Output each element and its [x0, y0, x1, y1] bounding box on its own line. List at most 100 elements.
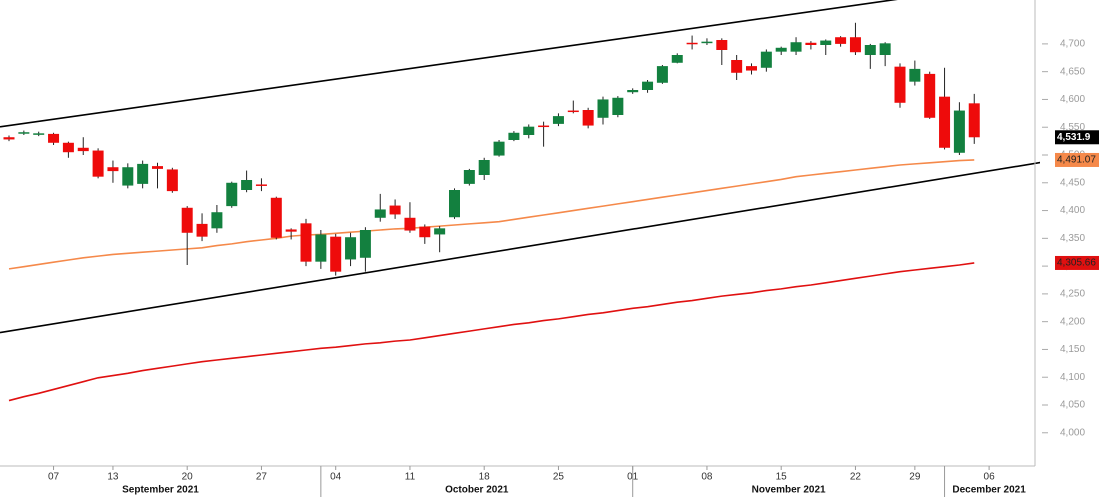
candle-body	[92, 150, 104, 177]
candle-body	[330, 236, 342, 272]
candle-body	[731, 60, 743, 73]
last-price-box	[1055, 130, 1099, 145]
y-tick-label: 4,000	[1060, 427, 1085, 438]
price-label-box	[1055, 152, 1099, 167]
candle-body	[894, 66, 906, 103]
moving-average-line	[8, 159, 975, 270]
x-tick-label: 22	[850, 472, 862, 483]
x-tick-label: 15	[776, 472, 788, 483]
y-tick-label: 4,250	[1060, 289, 1085, 300]
month-label: October 2021	[445, 485, 509, 496]
plot-area	[0, 0, 1040, 402]
y-tick-label: 4,400	[1060, 205, 1085, 216]
candle-body	[315, 234, 327, 262]
candle-body	[716, 40, 728, 50]
candle-body	[107, 167, 119, 172]
moving-average-line	[8, 262, 975, 402]
candle-body	[18, 132, 30, 134]
y-tick-label: 4,100	[1060, 372, 1085, 383]
candle-body	[671, 55, 683, 63]
candle-body	[374, 209, 386, 218]
candle-body	[790, 42, 802, 52]
candle-body	[864, 45, 876, 55]
candle-body	[612, 97, 624, 115]
y-tick-label: 4,050	[1060, 400, 1085, 411]
candle-body	[508, 132, 520, 140]
candle-body	[849, 37, 861, 53]
x-tick-label: 06	[984, 472, 996, 483]
candle-body	[746, 66, 757, 71]
y-tick-label: 4,200	[1060, 316, 1085, 327]
candle-body	[33, 133, 45, 135]
candle-body	[953, 110, 965, 153]
candle-body	[122, 167, 134, 186]
candle-body	[255, 184, 267, 186]
month-label: December 2021	[952, 485, 1026, 496]
candle-body	[879, 43, 891, 55]
last-price-label: 4,531.9	[1057, 132, 1091, 143]
x-tick-label: 13	[107, 472, 119, 483]
candle-body	[463, 170, 475, 184]
candle-body	[181, 207, 193, 233]
x-tick-label: 11	[405, 472, 416, 483]
candle-body	[493, 141, 505, 156]
candle-body	[567, 110, 579, 113]
trend-line	[0, 0, 898, 128]
candle-body	[359, 230, 371, 258]
y-tick-label: 4,700	[1060, 39, 1085, 50]
x-tick-label: 29	[909, 472, 921, 483]
candle-body	[820, 40, 832, 45]
candle-body	[538, 125, 550, 128]
candle-body	[701, 41, 713, 44]
candle-body	[835, 37, 847, 44]
candle-body	[404, 217, 416, 231]
y-tick-label: 4,150	[1060, 344, 1085, 355]
y-tick-label: 4,550	[1060, 122, 1085, 133]
candle-body	[434, 228, 446, 235]
month-label: November 2021	[752, 485, 826, 496]
candle-body	[226, 182, 238, 207]
candle-body	[760, 51, 772, 68]
candle-body	[552, 116, 564, 124]
candle-body	[582, 110, 594, 126]
candle-body	[656, 66, 668, 83]
candle-body	[389, 205, 401, 215]
candle-body	[77, 147, 89, 152]
candle-body	[924, 73, 936, 118]
candle-body	[196, 223, 208, 237]
candle-body	[805, 42, 817, 45]
candle-body	[968, 103, 980, 138]
price-label: 4,305.66	[1057, 258, 1096, 269]
candle-body	[597, 99, 609, 118]
candle-body	[137, 163, 149, 184]
candle-body	[300, 223, 312, 262]
candle-body	[3, 137, 15, 140]
y-tick-label: 4,600	[1060, 94, 1085, 105]
candle-body	[48, 133, 60, 143]
candle-body	[419, 226, 431, 238]
candle-body	[241, 180, 253, 190]
candle-body	[686, 42, 698, 45]
candle-body	[449, 190, 460, 218]
candle-body	[909, 68, 921, 82]
x-tick-label: 08	[701, 472, 713, 483]
x-tick-label: 27	[256, 472, 268, 483]
y-tick-label: 4,450	[1060, 177, 1085, 188]
candle-body	[523, 126, 535, 135]
x-tick-label: 25	[553, 472, 565, 483]
y-tick-label: 4,650	[1060, 66, 1085, 77]
trend-line	[0, 161, 1040, 334]
x-tick-label: 04	[330, 472, 342, 483]
price-label: 4,491.07	[1057, 155, 1096, 166]
price-label-box	[1055, 255, 1099, 270]
candle-body	[166, 169, 178, 192]
candle-body	[775, 47, 787, 52]
candle-body	[270, 197, 282, 238]
x-tick-label: 20	[182, 472, 194, 483]
candle-body	[285, 229, 297, 232]
candle-body	[478, 160, 490, 175]
candle-body	[939, 96, 951, 148]
y-tick-label: 4,350	[1060, 233, 1085, 244]
x-tick-label: 07	[48, 472, 60, 483]
